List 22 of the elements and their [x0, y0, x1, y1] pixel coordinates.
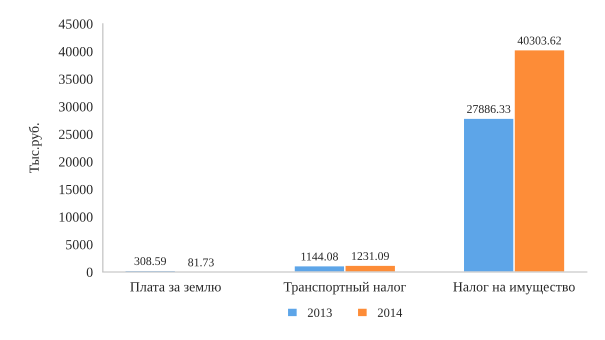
y-tick-label: 20000 [59, 157, 93, 167]
data-label: 1231.09 [352, 252, 389, 260]
y-tick-label: 15000 [60, 184, 93, 194]
y-tick-label: 40000 [58, 46, 93, 56]
y-tick-label: 30000 [59, 102, 93, 112]
x-tick-label: Транспортный налог [284, 282, 406, 294]
y-tick-label: 45000 [58, 19, 93, 29]
data-label: 27886.33 [467, 105, 510, 114]
legend-label: 2014 [378, 308, 402, 317]
y-tick-label: 10000 [60, 212, 93, 222]
y-tick-label: 35000 [59, 74, 93, 84]
x-tick-label: Плата за землю [130, 282, 221, 292]
legend-label: 2013 [308, 308, 332, 317]
x-tick-label: Налог на имущество [453, 282, 575, 294]
y-tick-label: 25000 [59, 130, 93, 140]
y-tick-label: 5000 [66, 240, 93, 250]
data-label: 308.59 [134, 257, 166, 266]
y-axis-title: Тыс.руб. [28, 123, 42, 174]
data-label: 1144.08 [302, 252, 338, 261]
data-label: 81.73 [188, 258, 214, 266]
y-tick-label: 0 [86, 268, 93, 277]
data-label: 40303.62 [518, 36, 561, 45]
